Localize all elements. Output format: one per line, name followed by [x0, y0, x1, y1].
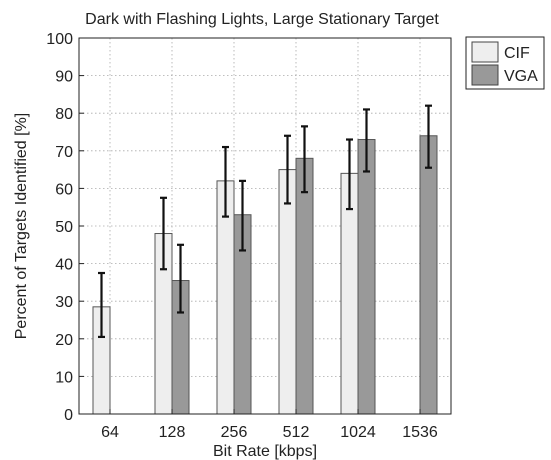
y-tick-label: 10 — [55, 369, 73, 386]
bar-vga-512 — [295, 157, 314, 415]
bar-vga-1024 — [357, 139, 376, 415]
y-tick-label: 100 — [46, 31, 73, 48]
y-tick-label: 80 — [55, 106, 73, 123]
x-tick-label: 1024 — [340, 424, 376, 441]
legend-label-vga: VGA — [504, 68, 538, 85]
x-tick-label: 256 — [221, 424, 248, 441]
error-bars — [98, 104, 432, 339]
x-tick-label: 1536 — [402, 424, 438, 441]
y-tick-label: 60 — [55, 181, 73, 198]
y-axis-ticks: 0 10 20 30 40 50 60 70 80 90 100 — [46, 31, 84, 424]
x-tick-label: 128 — [159, 424, 186, 441]
y-tick-label: 90 — [55, 69, 73, 86]
x-axis-ticks: 64 128 256 512 1024 1536 — [101, 409, 438, 441]
y-tick-label: 50 — [55, 219, 73, 236]
y-tick-label: 20 — [55, 332, 73, 349]
plot-area — [79, 38, 451, 414]
y-tick-label: 70 — [55, 144, 73, 161]
y-tick-label: 40 — [55, 257, 73, 274]
legend-swatch-cif — [471, 41, 499, 63]
legend-swatch-vga — [471, 64, 499, 86]
bar-cif-512 — [278, 169, 297, 415]
y-tick-label: 0 — [64, 407, 73, 424]
y-tick-label: 30 — [55, 294, 73, 311]
bar-vga-1536 — [419, 135, 438, 415]
x-axis-label: Bit Rate [kbps] — [213, 443, 317, 460]
legend: CIF VGA — [465, 36, 545, 90]
y-axis-label: Percent of Targets Identified [%] — [13, 113, 30, 340]
legend-label-cif: CIF — [504, 45, 530, 62]
x-tick-label: 512 — [283, 424, 310, 441]
chart-title: Dark with Flashing Lights, Large Station… — [85, 11, 439, 28]
x-tick-label: 64 — [101, 424, 119, 441]
